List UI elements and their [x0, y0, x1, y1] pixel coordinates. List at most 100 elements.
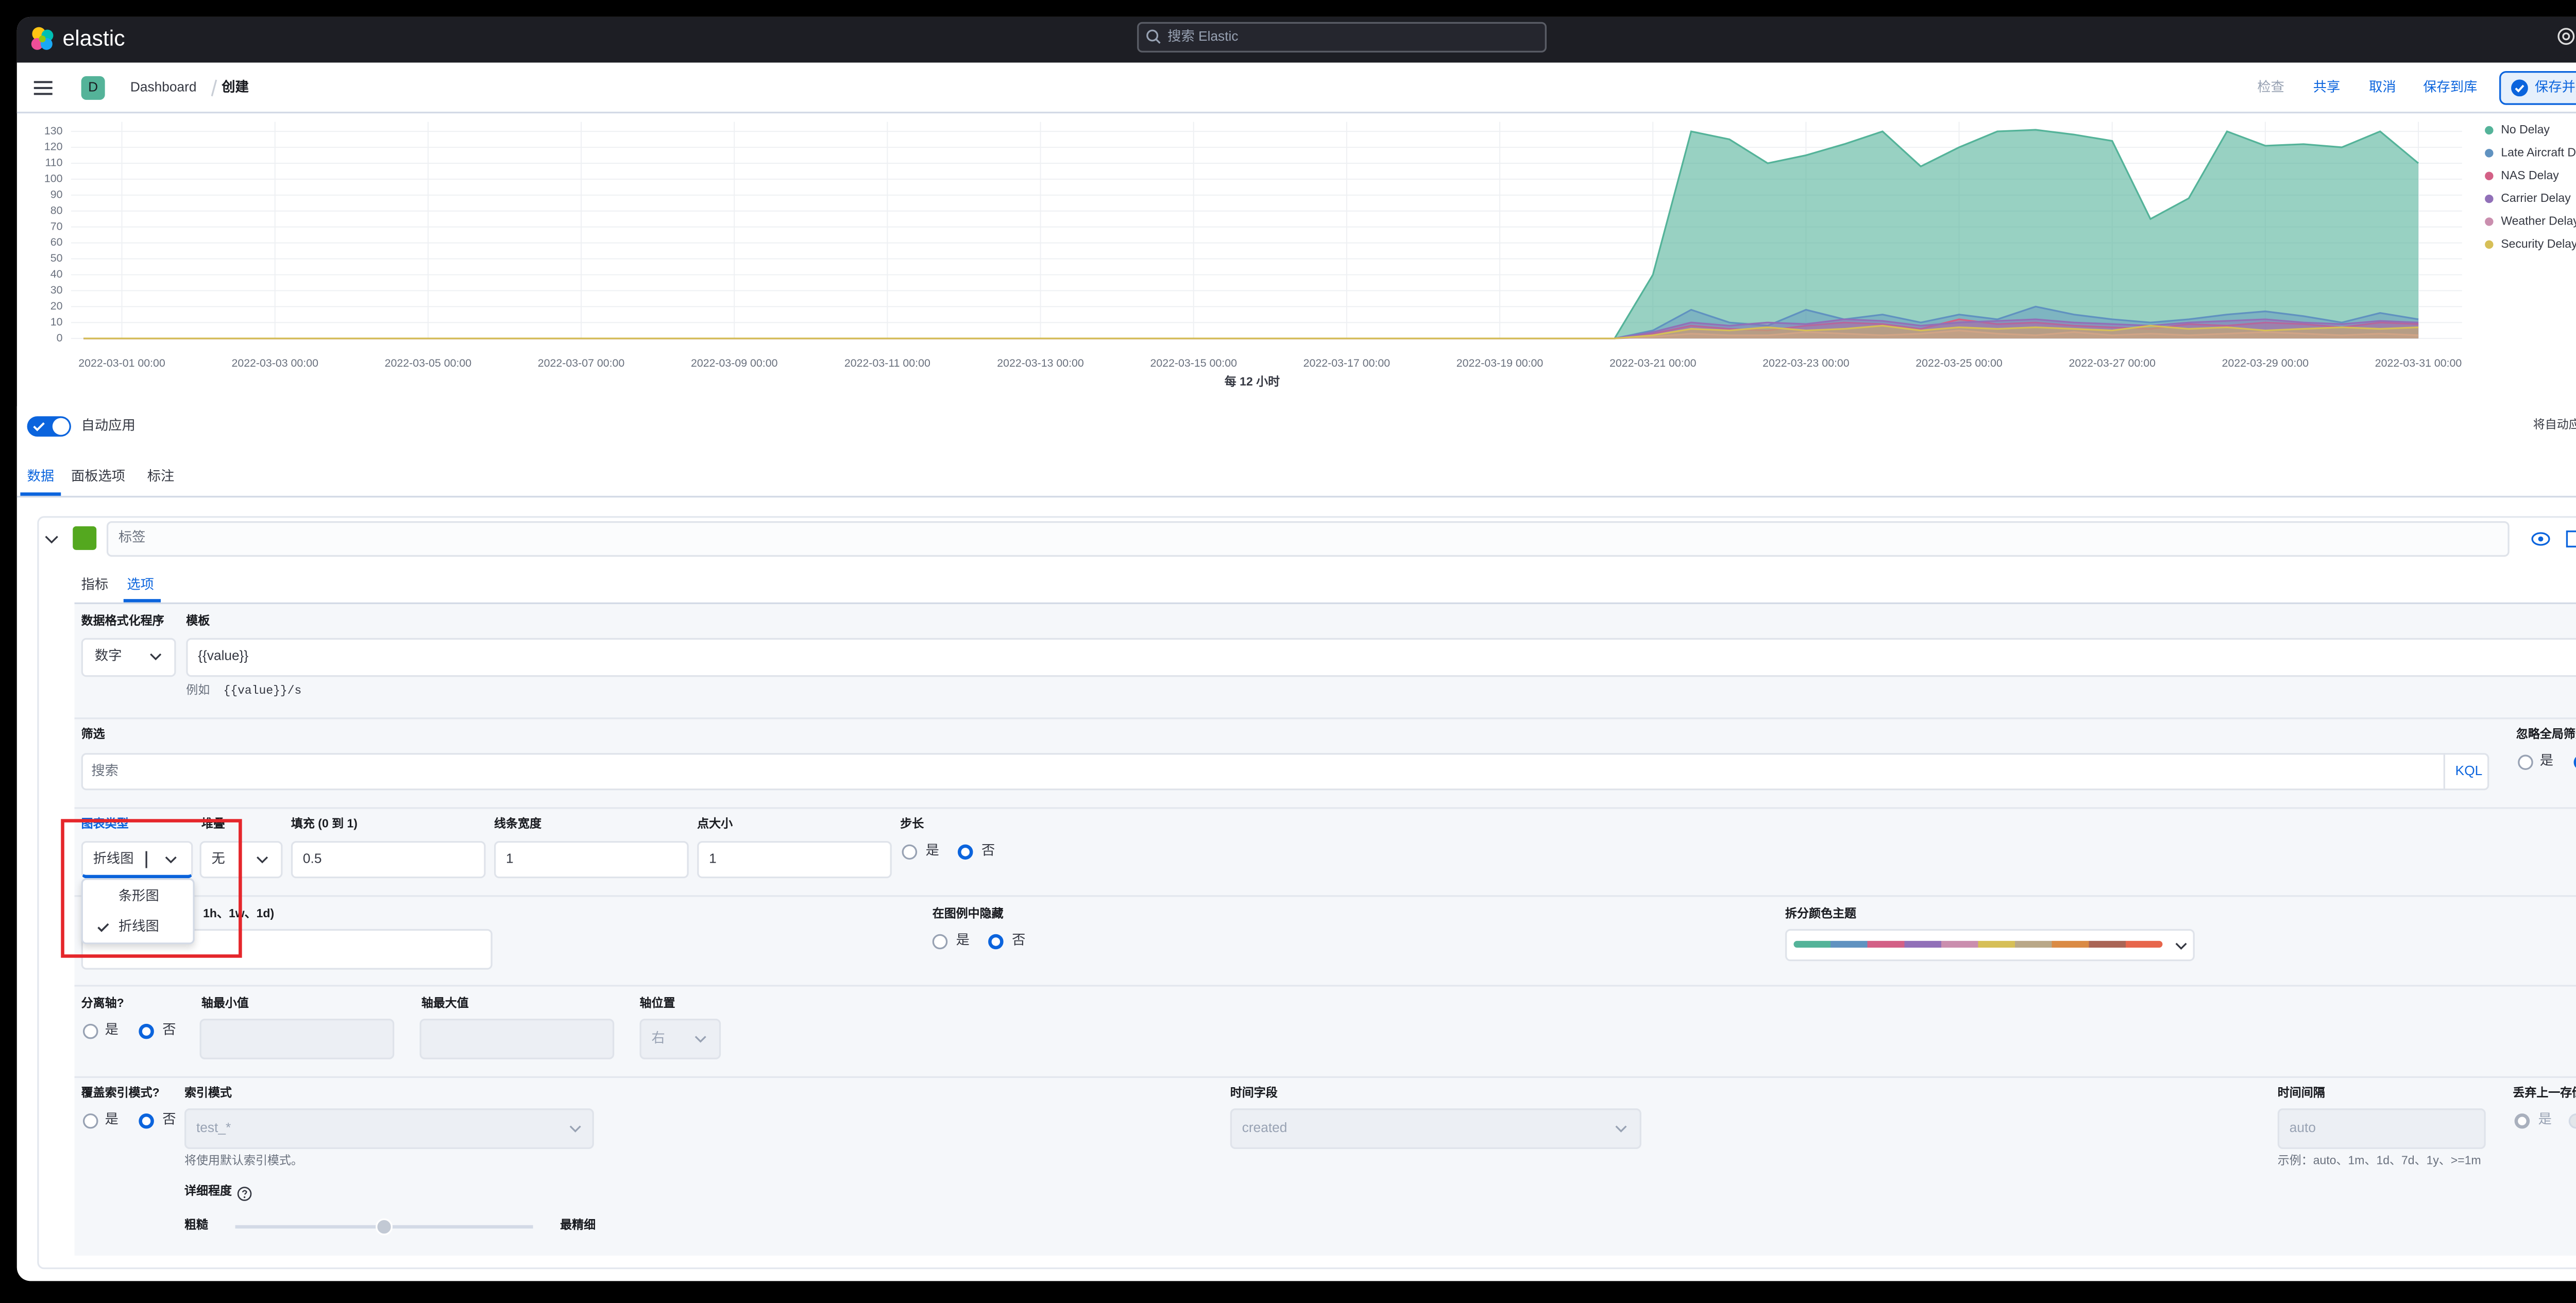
- nav-action[interactable]: 保存到库: [2423, 79, 2478, 95]
- legend-swatch: [2485, 126, 2494, 135]
- y-tick-label: 110: [45, 157, 62, 169]
- divider: [74, 717, 2576, 719]
- chevron: [569, 1125, 581, 1133]
- field-label: 索引模式: [184, 1088, 232, 1100]
- legend-swatch: [2485, 172, 2494, 180]
- area: [83, 130, 2419, 339]
- chart: 每 12 小时 0 10 20 30 40 50 60 70 80 90 100 110 120 130 2…: [44, 122, 2576, 388]
- eye-icon[interactable]: [2531, 532, 2550, 547]
- menu-icon[interactable]: [33, 79, 53, 96]
- area: [83, 325, 2419, 339]
- field-label: 丢弃上一存储桶?: [2513, 1088, 2576, 1100]
- info-icon[interactable]: [237, 1186, 252, 1202]
- formatter-value: 数字: [94, 648, 122, 663]
- field-label: 筛选: [81, 729, 105, 742]
- menu-option[interactable]: 条形图: [118, 888, 159, 904]
- field-label: 时间字段: [1230, 1088, 1278, 1100]
- axis-position-value: 右: [651, 1030, 665, 1046]
- tab[interactable]: 面板选项: [71, 469, 126, 484]
- slider-min-label: 粗糙: [184, 1220, 208, 1232]
- field-label: 模板: [186, 615, 210, 628]
- series-label-input[interactable]: [106, 521, 2510, 557]
- radio[interactable]: [139, 1113, 154, 1129]
- time-interval-value: auto: [2289, 1120, 2316, 1136]
- field-label: 轴最大值: [421, 998, 469, 1010]
- nav-bar: [16, 62, 2576, 114]
- radio-label: 是: [105, 1111, 118, 1127]
- help-icon[interactable]: [2557, 27, 2575, 46]
- field-label: 拆分颜色主题: [1785, 908, 1856, 921]
- clone-icon[interactable]: [2565, 529, 2576, 548]
- subtab[interactable]: 选项: [127, 577, 154, 592]
- radio[interactable]: [902, 844, 918, 860]
- radio[interactable]: [988, 934, 1004, 950]
- x-tick-label: 2022-03-27 00:00: [2069, 357, 2156, 369]
- help-text: 将使用默认索引模式。: [184, 1156, 303, 1168]
- legend-swatch: [2485, 194, 2494, 203]
- radio[interactable]: [2518, 755, 2533, 770]
- radio[interactable]: [82, 1023, 98, 1039]
- x-axis-title: 每 12 小时: [1225, 375, 1280, 388]
- radio-label: 否: [162, 1022, 176, 1038]
- search-box[interactable]: [1137, 22, 1547, 53]
- kql-divider: [2443, 753, 2445, 791]
- breadcrumb[interactable]: Dashboard: [130, 79, 197, 95]
- field-label: 点大小: [697, 819, 733, 831]
- auto-apply-label: 自动应用: [81, 418, 135, 434]
- template-input[interactable]: [186, 638, 2576, 677]
- nav-action[interactable]: 取消: [2369, 79, 2396, 95]
- area: [83, 330, 2419, 339]
- menu-option[interactable]: 折线图: [118, 919, 159, 934]
- series-color-swatch[interactable]: [73, 526, 97, 550]
- help-text: 例如: [186, 685, 210, 697]
- line-width-input[interactable]: [494, 841, 689, 879]
- brand: elastic: [62, 25, 125, 51]
- y-tick-label: 130: [44, 125, 63, 137]
- text-cursor: [145, 851, 147, 868]
- logo: [31, 27, 54, 50]
- y-tick-label: 50: [50, 252, 63, 264]
- x-tick-label: 2022-03-25 00:00: [1916, 357, 2003, 369]
- radio: [2568, 1113, 2576, 1129]
- auto-apply-note: 将自动应用更改。: [2533, 419, 2576, 432]
- axis-max-input: [419, 1018, 615, 1059]
- formatter-select[interactable]: [81, 638, 176, 677]
- radio-label: 是: [2539, 753, 2554, 768]
- area: [83, 306, 2419, 339]
- check-mark: [97, 923, 109, 932]
- field-label: 步长: [900, 819, 924, 831]
- radio[interactable]: [139, 1023, 154, 1039]
- radio[interactable]: [957, 844, 973, 860]
- slider-thumb[interactable]: [376, 1218, 393, 1236]
- x-tick-label: 2022-03-13 00:00: [997, 357, 1084, 369]
- x-tick-label: 2022-03-21 00:00: [1609, 357, 1697, 369]
- legend-label: Late Aircraft Delay: [2501, 145, 2576, 159]
- subtab[interactable]: 指标: [81, 577, 109, 592]
- collapse-chevron[interactable]: [44, 532, 59, 547]
- nav-action[interactable]: 共享: [2313, 79, 2341, 95]
- save-return-label: 保存并返回: [2535, 79, 2576, 95]
- y-tick-label: 20: [50, 300, 63, 312]
- radio[interactable]: [932, 934, 948, 950]
- time-interval-input: [2277, 1108, 2486, 1149]
- y-tick-label: 30: [50, 284, 63, 296]
- nav-action[interactable]: 检查: [2257, 79, 2284, 95]
- subtab-underline: [123, 599, 161, 603]
- chevron: [257, 856, 268, 864]
- radio-label: 是: [105, 1022, 118, 1038]
- field-label: 详细程度: [184, 1186, 232, 1198]
- legend-swatch: [2485, 240, 2494, 249]
- kql-button[interactable]: KQL: [2455, 763, 2483, 779]
- point-size-input[interactable]: [697, 841, 892, 879]
- fill-input[interactable]: [291, 841, 486, 879]
- check-icon: [2511, 79, 2528, 97]
- x-tick-label: 2022-03-11 00:00: [844, 357, 930, 369]
- radio[interactable]: [82, 1113, 98, 1129]
- tab[interactable]: 数据: [27, 469, 55, 484]
- tab[interactable]: 标注: [147, 469, 175, 484]
- toggle-check: [33, 422, 45, 432]
- filter-input[interactable]: [81, 753, 2489, 791]
- x-tick-label: 2022-03-15 00:00: [1150, 357, 1237, 369]
- chevron: [694, 1036, 706, 1043]
- time-field-select: [1230, 1108, 1641, 1149]
